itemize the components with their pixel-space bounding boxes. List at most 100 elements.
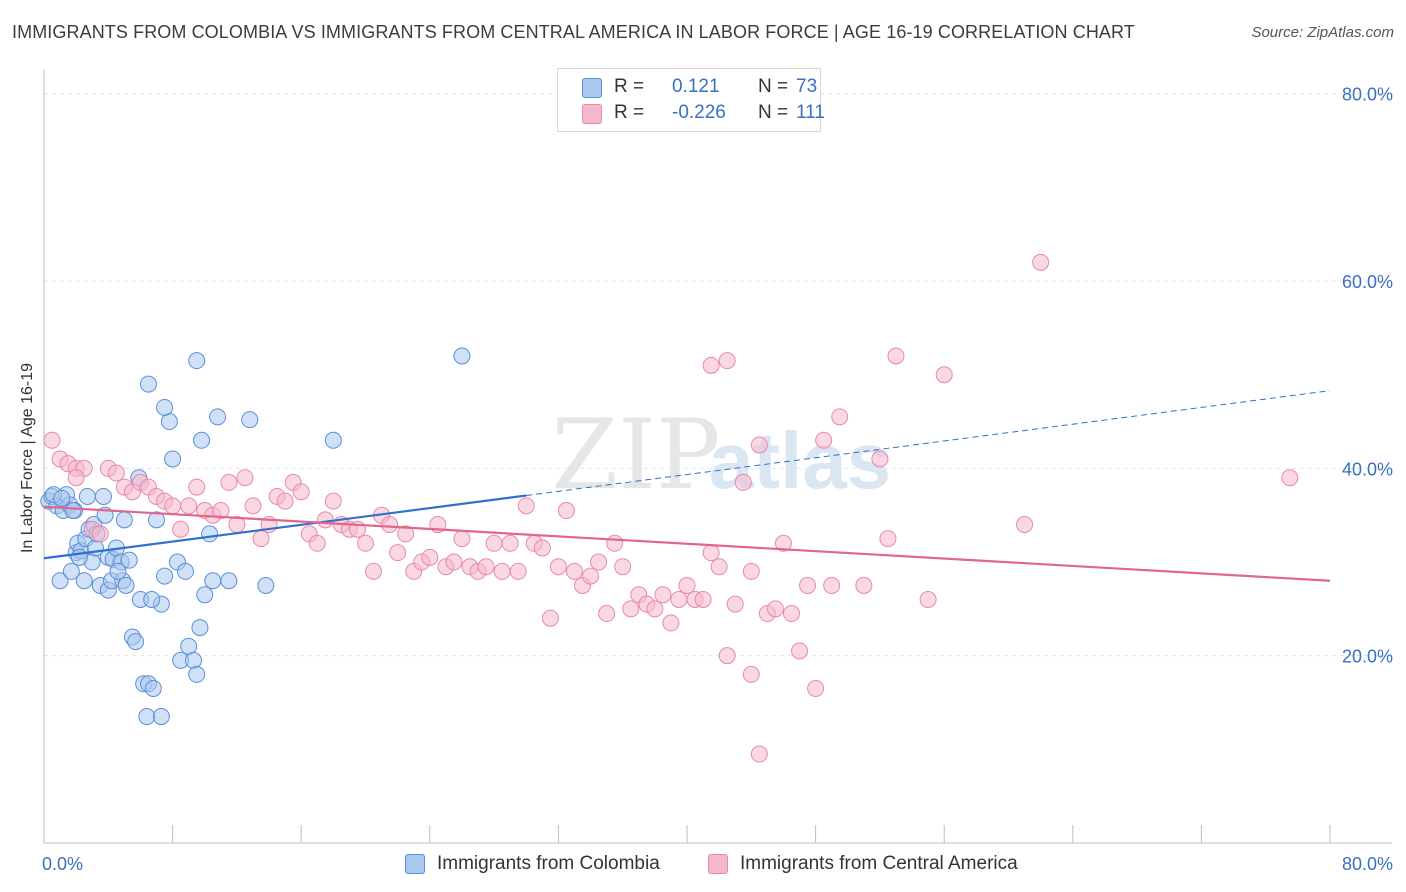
x-tick-label: 80.0% <box>1342 854 1393 874</box>
point-central-america <box>292 483 310 501</box>
point-central-america <box>654 586 672 604</box>
point-colombia <box>109 562 127 580</box>
legend-n-label: N = <box>758 102 789 123</box>
point-central-america <box>590 553 608 571</box>
point-colombia <box>191 619 209 637</box>
point-central-america <box>831 408 849 426</box>
point-colombia <box>51 572 69 590</box>
bottom-legend-swatch-colombia <box>405 854 425 874</box>
point-central-america <box>823 576 841 594</box>
point-central-america <box>236 469 254 487</box>
point-colombia <box>188 665 206 683</box>
point-colombia <box>204 572 222 590</box>
point-central-america <box>718 352 736 370</box>
point-central-america <box>549 558 567 576</box>
point-central-america <box>324 492 342 510</box>
point-central-america <box>357 534 374 552</box>
point-central-america <box>742 562 760 580</box>
point-central-america <box>493 562 511 580</box>
point-central-america <box>533 539 551 557</box>
trend-lines <box>43 390 1331 582</box>
point-central-america <box>445 553 463 571</box>
point-central-america <box>421 548 439 566</box>
point-central-america <box>670 590 688 608</box>
point-central-america <box>598 605 616 623</box>
point-central-america <box>887 347 905 365</box>
point-colombia <box>53 489 71 507</box>
point-central-america <box>252 530 270 548</box>
point-central-america <box>541 609 559 627</box>
point-colombia <box>241 411 259 429</box>
point-colombia <box>139 375 157 393</box>
point-central-america <box>774 534 792 552</box>
point-colombia <box>453 347 471 365</box>
source-label: Source: ZipAtlas.com <box>1251 24 1394 41</box>
point-colombia <box>176 562 194 580</box>
point-central-america <box>871 450 889 468</box>
point-central-america <box>501 534 519 552</box>
data-points <box>40 253 1299 763</box>
point-central-america <box>750 745 768 763</box>
point-colombia <box>75 572 93 590</box>
legend-r-label: R = <box>614 76 645 97</box>
point-colombia <box>138 708 156 726</box>
point-central-america <box>43 431 61 449</box>
point-colombia <box>62 562 80 580</box>
point-colombia <box>70 548 88 566</box>
x-tick-label: 0.0% <box>42 854 83 874</box>
watermark-zip: ZIP <box>551 399 720 511</box>
axes <box>43 70 1392 844</box>
point-central-america <box>734 473 752 491</box>
point-central-america <box>694 590 712 608</box>
point-central-america <box>397 525 415 543</box>
trend-extension-colombia <box>526 390 1331 497</box>
point-colombia <box>120 551 138 569</box>
point-central-america <box>276 492 294 510</box>
point-central-america <box>622 600 640 618</box>
point-central-america <box>614 558 632 576</box>
point-central-america <box>389 544 407 562</box>
point-colombia <box>209 408 227 426</box>
point-central-america <box>180 497 198 515</box>
point-central-america <box>365 562 383 580</box>
point-central-america <box>188 478 206 496</box>
point-central-america <box>710 558 728 576</box>
point-central-america <box>67 469 85 487</box>
legend-swatch-central-america <box>582 104 602 124</box>
point-central-america <box>702 544 720 562</box>
grid-lines <box>44 93 1392 657</box>
watermark-atlas: atlas <box>709 416 891 505</box>
point-central-america <box>308 534 326 552</box>
point-central-america <box>477 558 495 576</box>
legend-swatch-colombia <box>582 78 602 98</box>
bottom-legend-label-central-america: Immigrants from Central America <box>740 853 1018 874</box>
point-colombia <box>115 511 133 529</box>
point-central-america <box>91 525 109 543</box>
point-central-america <box>485 534 503 552</box>
point-colombia <box>144 679 162 697</box>
point-central-america <box>726 595 744 613</box>
point-central-america <box>919 590 937 608</box>
y-tick-label: 20.0% <box>1342 647 1393 667</box>
point-central-america <box>212 502 230 520</box>
point-colombia <box>152 708 170 726</box>
point-central-america <box>220 473 238 491</box>
point-colombia <box>193 431 211 449</box>
point-colombia <box>201 525 219 543</box>
point-central-america <box>855 576 873 594</box>
point-colombia <box>164 450 182 468</box>
point-central-america <box>879 530 897 548</box>
point-central-america <box>718 647 736 665</box>
point-central-america <box>807 679 825 697</box>
point-central-america <box>662 614 680 632</box>
point-central-america <box>565 562 583 580</box>
point-central-america <box>509 562 527 580</box>
point-colombia <box>127 633 145 651</box>
point-central-america <box>582 567 600 585</box>
point-central-america <box>799 576 817 594</box>
point-central-america <box>782 605 800 623</box>
trend-line-central-america <box>43 505 1331 582</box>
point-central-america <box>1016 516 1034 534</box>
legend-r-label: R = <box>614 102 645 123</box>
bottom-legend-label-colombia: Immigrants from Colombia <box>437 853 660 874</box>
